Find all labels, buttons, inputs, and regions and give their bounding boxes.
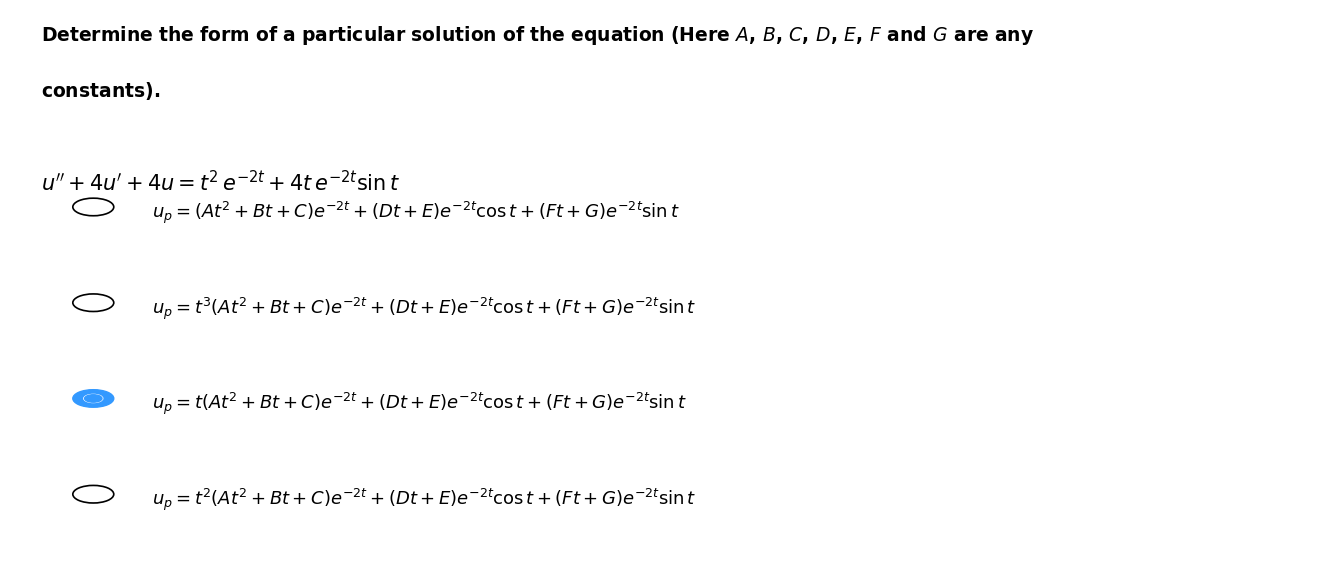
Text: $u_p = t^3(At^2 + Bt + C)e^{-2t} + (Dt + E)e^{-2t} \cos t + (Ft + G)e^{-2t} \sin: $u_p = t^3(At^2 + Bt + C)e^{-2t} + (Dt +…: [153, 295, 697, 321]
Text: $u_p = t^2(At^2 + Bt + C)e^{-2t} + (Dt + E)e^{-2t} \cos t + (Ft + G)e^{-2t} \sin: $u_p = t^2(At^2 + Bt + C)e^{-2t} + (Dt +…: [153, 487, 697, 513]
Circle shape: [84, 395, 101, 402]
Text: $u'' + 4u' + 4u = t^2\, e^{-2t} + 4t\, e^{-2t} \sin t$: $u'' + 4u' + 4u = t^2\, e^{-2t} + 4t\, e…: [41, 170, 399, 196]
Circle shape: [84, 395, 103, 402]
Text: $u_p = t(At^2 + Bt + C)e^{-2t} + (Dt + E)e^{-2t} \cos t + (Ft + G)e^{-2t} \sin t: $u_p = t(At^2 + Bt + C)e^{-2t} + (Dt + E…: [153, 391, 687, 418]
Text: $u_p = (At^2 + Bt + C)e^{-2t} + (Dt + E)e^{-2t} \cos t + (Ft + G)e^{-2t} \sin t$: $u_p = (At^2 + Bt + C)e^{-2t} + (Dt + E)…: [153, 200, 680, 226]
Text: $\bf{Determine\ the\ form\ of\ a\ particular\ solution\ of\ the\ equation\ (Here: $\bf{Determine\ the\ form\ of\ a\ partic…: [41, 24, 1033, 47]
Text: $\bf{constants)}$$\bf{.}$: $\bf{constants)}$$\bf{.}$: [41, 80, 159, 102]
Circle shape: [72, 389, 113, 408]
